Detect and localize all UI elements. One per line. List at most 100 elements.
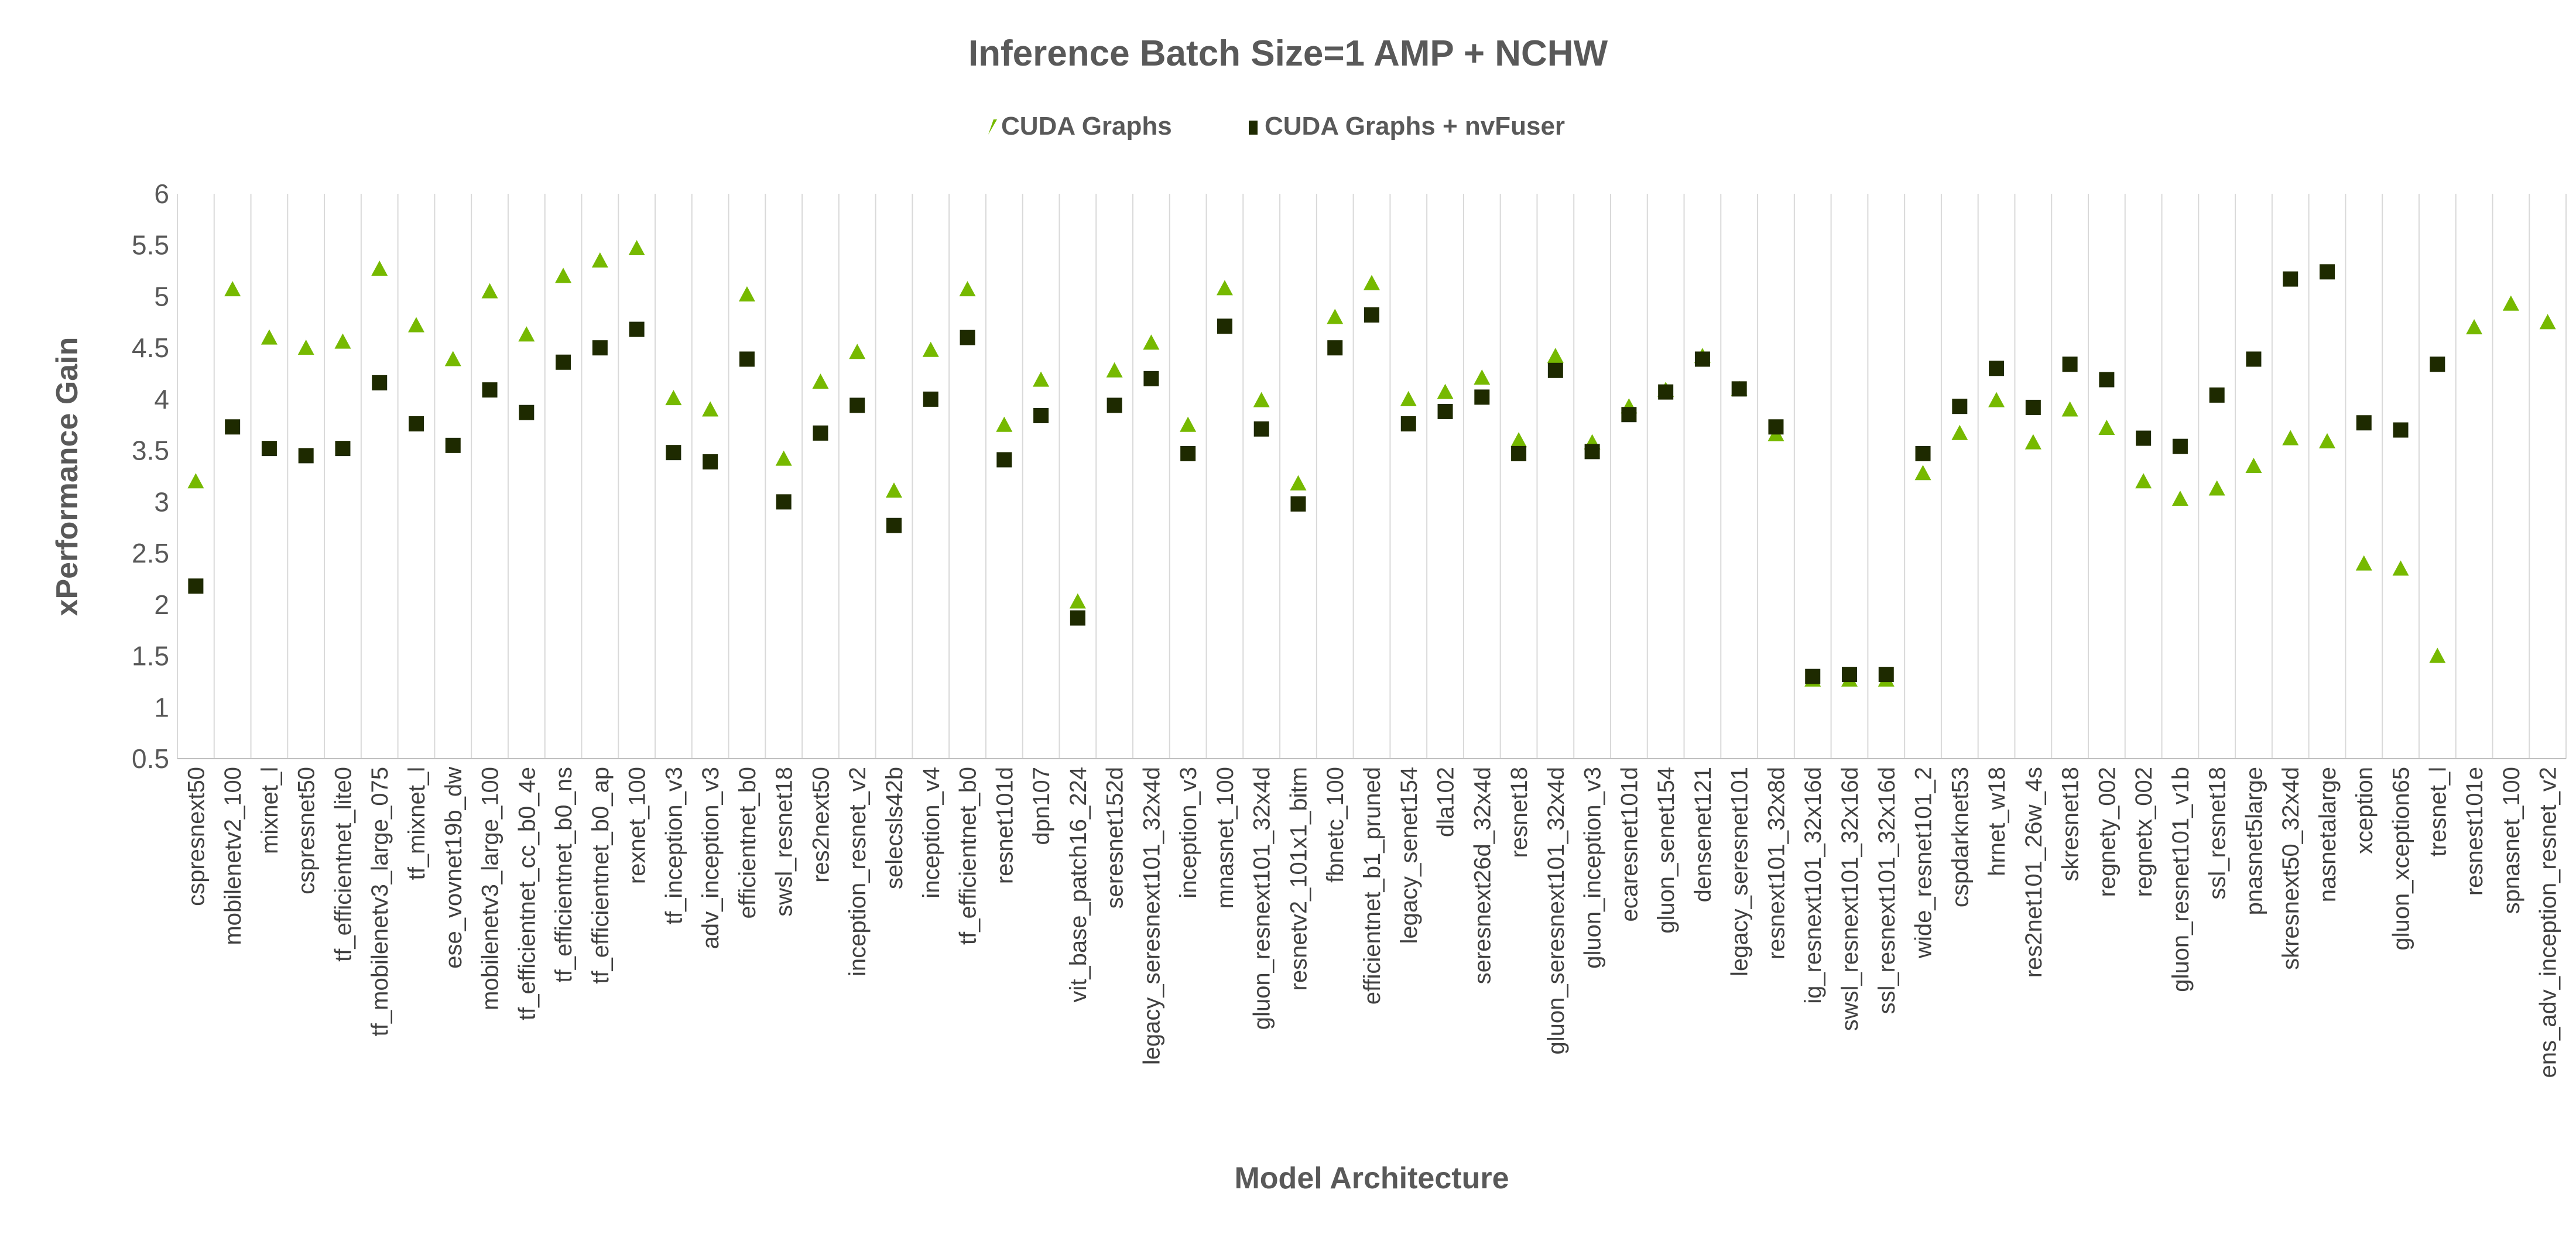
point-cuda-graphs-nvfuser (1290, 496, 1306, 512)
x-tick-label: tf_efficientnet_cc_b0_4e (514, 767, 540, 1020)
y-tick-label: 1.5 (132, 641, 169, 671)
point-cuda-graphs (775, 450, 792, 466)
point-cuda-graphs (1364, 275, 1380, 290)
x-tick-label: tf_efficientnet_lite0 (330, 767, 356, 962)
x-tick-label: rexnet_100 (625, 767, 650, 884)
point-cuda-graphs-nvfuser (2283, 271, 2298, 287)
chart-title: Inference Batch Size=1 AMP + NCHW (968, 33, 1608, 74)
x-tick-label: mnasnet_100 (1212, 767, 1238, 909)
point-cuda-graphs (334, 333, 351, 349)
point-cuda-graphs (408, 317, 424, 332)
x-tick-label: gluon_resnet101_v1b (2168, 767, 2194, 992)
point-cuda-graphs (886, 482, 902, 498)
y-tick-label: 4.5 (132, 332, 169, 363)
legend: CUDA Graphs CUDA Graphs + nvFuser (988, 112, 1565, 140)
point-cuda-graphs-nvfuser (1474, 389, 1490, 405)
point-cuda-graphs-nvfuser (1364, 307, 1379, 323)
point-cuda-graphs (2245, 457, 2262, 473)
point-cuda-graphs (518, 326, 535, 342)
x-tick-label: inception_resnet_v2 (845, 767, 871, 976)
x-tick-label: swsl_resnet18 (772, 767, 797, 917)
x-tick-label: gluon_inception_v3 (1580, 767, 1606, 969)
y-tick-label: 2.5 (132, 538, 169, 568)
x-tick-label: mobilenetv3_large_100 (478, 767, 503, 1010)
x-tick-label: wide_resnet101_2 (1911, 767, 1937, 959)
point-cuda-graphs-nvfuser (1180, 445, 1196, 461)
point-cuda-graphs-nvfuser (1878, 667, 1894, 683)
point-cuda-graphs-nvfuser (482, 382, 498, 398)
point-cuda-graphs (2539, 314, 2556, 330)
y-tick-label: 5.5 (132, 230, 169, 260)
x-tick-label: ecaresnet101d (1616, 767, 1642, 922)
point-cuda-graphs (959, 281, 976, 297)
point-cuda-graphs (738, 286, 755, 301)
point-cuda-graphs-nvfuser (409, 416, 424, 432)
x-tick-label: ssl_resnet18 (2205, 767, 2231, 900)
point-cuda-graphs-nvfuser (1842, 667, 1857, 683)
x-tick-label: res2net101_26w_4s (2021, 767, 2047, 978)
point-cuda-graphs-nvfuser (2209, 387, 2225, 403)
point-cuda-graphs (1437, 383, 1454, 399)
point-cuda-graphs (1510, 432, 1527, 448)
point-cuda-graphs (849, 344, 866, 359)
x-tick-label: res2next50 (808, 767, 834, 883)
point-cuda-graphs-nvfuser (1805, 669, 1821, 684)
x-tick-label: gluon_senet154 (1653, 767, 1679, 934)
x-tick-label: skresnext50_32x4d (2278, 767, 2304, 970)
point-cuda-graphs-nvfuser (886, 517, 902, 533)
x-tick-label: tresnet_l (2425, 767, 2451, 856)
point-cuda-graphs (1290, 475, 1307, 491)
point-cuda-graphs-nvfuser (1584, 444, 1600, 460)
y-tick-label: 2 (154, 589, 169, 620)
y-tick-label: 0.5 (132, 743, 169, 774)
point-cuda-graphs-nvfuser (1400, 416, 1416, 432)
point-cuda-graphs (2171, 491, 2188, 506)
point-cuda-graphs-nvfuser (960, 330, 975, 345)
point-cuda-graphs-nvfuser (519, 404, 535, 420)
point-cuda-graphs (2392, 560, 2409, 576)
point-cuda-graphs (2208, 480, 2225, 496)
point-cuda-graphs-nvfuser (849, 397, 865, 413)
point-cuda-graphs-nvfuser (2025, 399, 2041, 415)
x-tick-label: cspresnext50 (183, 767, 209, 906)
x-tick-label: adv_inception_v3 (698, 767, 724, 949)
point-cuda-graphs-nvfuser (2099, 372, 2115, 388)
point-cuda-graphs (2502, 295, 2519, 311)
point-cuda-graphs-nvfuser (1989, 361, 2005, 376)
point-cuda-graphs (1069, 593, 1086, 609)
y-axis-title: xPerformance Gain (50, 337, 84, 616)
point-cuda-graphs-nvfuser (776, 494, 792, 510)
x-tick-label: tf_efficientnet_b0_ns (551, 767, 577, 982)
x-tick-label: densenet121 (1690, 767, 1716, 902)
point-cuda-graphs-nvfuser (1768, 419, 1784, 435)
point-cuda-graphs (224, 281, 241, 297)
point-cuda-graphs-nvfuser (592, 340, 608, 356)
y-axis: 0.5 1 1.5 2 2.5 3 3.5 4 4.5 5 5.5 6 (132, 179, 169, 774)
point-cuda-graphs-nvfuser (1437, 403, 1453, 419)
point-cuda-graphs (1143, 334, 1160, 350)
x-tick-label: ssl_resnext101_32x16d (1874, 767, 1900, 1014)
point-cuda-graphs-nvfuser (1952, 399, 1968, 414)
point-cuda-graphs (628, 239, 645, 255)
point-cuda-graphs (1914, 465, 1931, 481)
point-cuda-graphs-nvfuser (2393, 422, 2409, 438)
point-cuda-graphs-nvfuser (2430, 356, 2445, 372)
point-cuda-graphs (1400, 390, 1417, 406)
point-cuda-graphs (444, 351, 461, 366)
point-cuda-graphs (2025, 434, 2041, 450)
point-cuda-graphs (2429, 647, 2446, 663)
x-tick-label: swsl_resnext101_32x16d (1837, 767, 1863, 1031)
point-cuda-graphs (1180, 416, 1197, 432)
point-cuda-graphs-nvfuser (2356, 415, 2372, 431)
x-tick-label: hrnet_w18 (1984, 767, 2010, 876)
point-cuda-graphs-nvfuser (225, 419, 241, 435)
x-tick-label: tf_efficientnet_b0_ap (588, 767, 614, 984)
point-cuda-graphs-nvfuser (1547, 362, 1563, 378)
x-tick-label: selecsls42b (882, 767, 907, 889)
y-tick-label: 6 (154, 179, 169, 209)
point-cuda-graphs (591, 252, 608, 268)
point-cuda-graphs (1327, 308, 1344, 324)
x-tick-label: gluon_xception65 (2389, 767, 2414, 951)
x-tick-label: resnetv2_101x1_bitm (1286, 767, 1311, 990)
x-tick-label: cspdarknet53 (1947, 767, 1973, 907)
